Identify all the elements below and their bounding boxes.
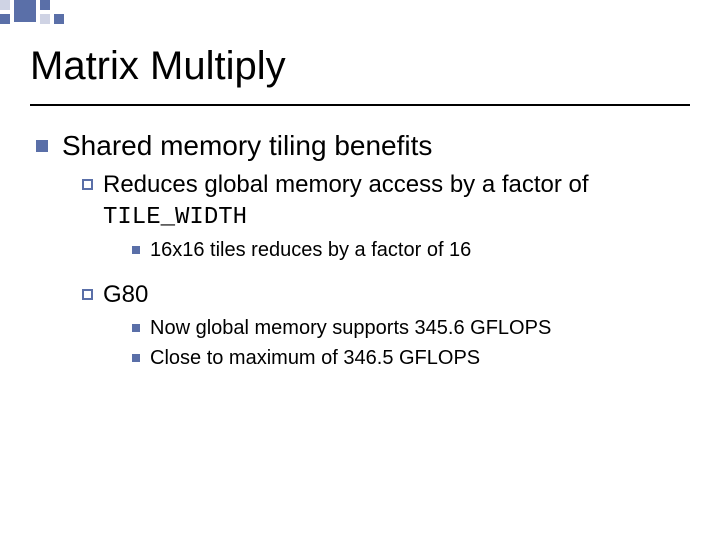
deco-square [40,14,50,24]
slide-title: Matrix Multiply [30,44,286,89]
bullet-level2: G80 [82,279,690,310]
deco-square [14,0,36,22]
bullet-level3: 16x16 tiles reduces by a factor of 16 [132,237,690,263]
small-square-bullet-icon [132,324,140,332]
bullet-level3: Now global memory supports 345.6 GFLOPS [132,315,690,341]
deco-square [40,0,50,10]
bullet-text: 16x16 tiles reduces by a factor of 16 [150,237,471,263]
square-bullet-icon [36,140,48,152]
hollow-square-bullet-icon [82,289,93,300]
bullet-text: Shared memory tiling benefits [62,128,432,163]
bullet-level3: Close to maximum of 346.5 GFLOPS [132,345,690,371]
deco-square [0,14,10,24]
corner-decoration [0,0,140,28]
bullet-text: Close to maximum of 346.5 GFLOPS [150,345,480,371]
text-run: Reduces global memory access by a factor… [103,171,589,198]
bullet-text: Reduces global memory access by a factor… [103,169,690,233]
slide-content: Shared memory tiling benefits Reduces gl… [36,128,690,373]
deco-square [0,0,10,10]
slide: Matrix Multiply Shared memory tiling ben… [0,0,720,540]
spacer [36,265,690,273]
deco-square [54,14,64,24]
bullet-text: Now global memory supports 345.6 GFLOPS [150,315,551,341]
small-square-bullet-icon [132,246,140,254]
small-square-bullet-icon [132,354,140,362]
bullet-text: G80 [103,279,148,310]
hollow-square-bullet-icon [82,179,93,190]
bullet-level2: Reduces global memory access by a factor… [82,169,690,233]
title-rule [30,104,690,106]
code-text: TILE_WIDTH [103,204,247,231]
bullet-level1: Shared memory tiling benefits [36,128,690,163]
